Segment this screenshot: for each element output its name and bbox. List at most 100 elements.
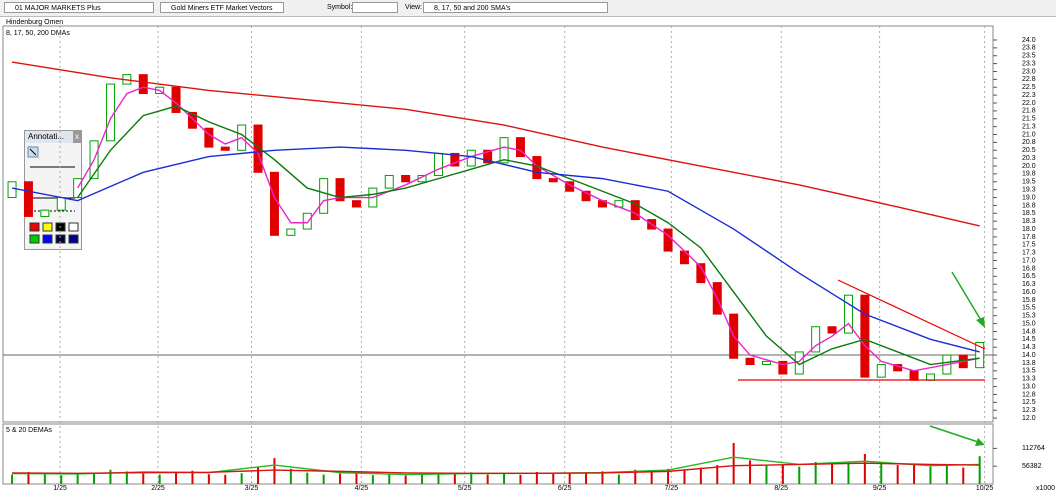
candle-body [778, 360, 788, 375]
y-tick-label: 20.5 [1022, 147, 1036, 154]
symbol-label: Symbol: [327, 4, 353, 11]
y-tick-label: 20.3 [1022, 155, 1036, 162]
candle-body [663, 228, 673, 252]
chart-title: Hindenburg Omen [6, 19, 63, 26]
y-tick-label: 20.8 [1022, 139, 1036, 146]
y-tick-label: 19.0 [1022, 194, 1036, 201]
candle-body [761, 360, 771, 366]
volume-bar [929, 466, 932, 484]
y-tick-label: 16.3 [1022, 281, 1036, 288]
toolbar: 01 MAJOR MARKETS Plus Gold Miners ETF Ma… [0, 0, 1056, 17]
volume-bar [257, 466, 260, 484]
x-tick-label: 3/25 [245, 485, 259, 492]
y-tick-label: 12.5 [1022, 399, 1036, 406]
volume-bar [699, 467, 702, 484]
candle-body [319, 178, 329, 214]
candle-body [187, 111, 197, 129]
line-series [77, 86, 980, 372]
y-tick-label: 18.8 [1022, 202, 1036, 209]
y-tick-label: 14.8 [1022, 328, 1036, 335]
volume-bar [683, 470, 686, 484]
color-swatch[interactable] [68, 222, 79, 232]
x-tick-label: 7/25 [665, 485, 679, 492]
price-pane [2, 25, 994, 423]
y-tick-label: 23.3 [1022, 60, 1036, 67]
color-swatch[interactable] [42, 234, 53, 244]
volume-bar [617, 474, 620, 484]
y-tick-label: 16.0 [1022, 289, 1036, 296]
workspace-select[interactable]: 01 MAJOR MARKETS Plus [4, 2, 154, 13]
volume-bar [207, 474, 210, 484]
volume-bar [93, 472, 96, 484]
volume-bar [798, 466, 801, 484]
y-tick-label: 18.3 [1022, 218, 1036, 225]
palette-close[interactable]: x [73, 131, 81, 143]
color-swatch[interactable] [29, 222, 40, 232]
volume-bar [945, 465, 948, 484]
x-tick-label: 9/25 [873, 485, 887, 492]
candle-body [483, 149, 493, 164]
volume-bar [306, 472, 309, 484]
x-tick-label: 2/25 [151, 485, 165, 492]
volume-unit: x1000 [1036, 485, 1055, 492]
volume-bar [125, 471, 128, 484]
y-tick-label: 19.8 [1022, 171, 1036, 178]
line-series [12, 462, 980, 474]
y-tick-label: 15.8 [1022, 297, 1036, 304]
y-tick-label: 16.5 [1022, 273, 1036, 280]
candle-body [105, 83, 115, 142]
x-tick-label: 1/25 [53, 485, 67, 492]
volume-bar [76, 473, 79, 484]
volume-bar [650, 470, 653, 484]
x-tick-label: 6/25 [558, 485, 572, 492]
volume-bar [470, 472, 473, 484]
x-tick-label: 4/25 [355, 485, 369, 492]
candle-body [220, 146, 230, 151]
color-swatch[interactable] [29, 234, 40, 244]
volume-tick-label: 112764 [1022, 445, 1045, 452]
arrow-head [976, 317, 985, 328]
volume-tick-label: 56382 [1022, 463, 1042, 470]
candle-body [351, 200, 361, 208]
list-select[interactable]: Gold Miners ETF Market Vectors [160, 2, 284, 13]
volume-bar [667, 468, 670, 484]
candle-body [138, 74, 148, 95]
candle-body [811, 326, 821, 353]
y-tick-label: 13.0 [1022, 383, 1036, 390]
y-tick-label: 18.5 [1022, 210, 1036, 217]
y-tick-label: 21.0 [1022, 131, 1036, 138]
y-tick-label: 17.5 [1022, 242, 1036, 249]
color-swatch[interactable] [68, 234, 79, 244]
volume-bar [503, 473, 506, 484]
volume-bar [486, 474, 489, 484]
y-tick-label: 12.3 [1022, 407, 1036, 414]
candle-body [204, 127, 214, 148]
view-select[interactable]: 8, 17, 50 and 200 SMA's [423, 2, 608, 13]
volume-bar [371, 475, 374, 484]
x-tick-label: 10/25 [976, 485, 994, 492]
volume-bar [749, 460, 752, 484]
y-tick-label: 23.5 [1022, 53, 1036, 60]
volume-bar [224, 474, 227, 484]
volume-bar [322, 474, 325, 484]
y-tick-label: 13.8 [1022, 360, 1036, 367]
y-tick-label: 14.0 [1022, 352, 1036, 359]
volume-bar [109, 469, 112, 484]
candle-body [499, 137, 509, 164]
y-tick-label: 22.0 [1022, 100, 1036, 107]
y-tick-label: 17.8 [1022, 234, 1036, 241]
volume-bar [453, 473, 456, 484]
candle-body [925, 373, 935, 381]
x-tick-label: 5/25 [458, 485, 472, 492]
candle-body [23, 181, 33, 217]
color-swatch[interactable] [42, 222, 53, 232]
candle-body [827, 326, 837, 334]
volume-bar [814, 461, 817, 484]
volume-bar [142, 473, 145, 484]
volume-bar [978, 456, 981, 484]
volume-bar [896, 465, 899, 484]
marks: 1/25 2/25 3/25 4/25 5/25 6/25 7/25 8/25 9/25 10/2… [7, 26, 1045, 492]
volume-bar [732, 442, 735, 484]
symbol-input[interactable] [352, 2, 398, 13]
candle-body [909, 370, 919, 381]
